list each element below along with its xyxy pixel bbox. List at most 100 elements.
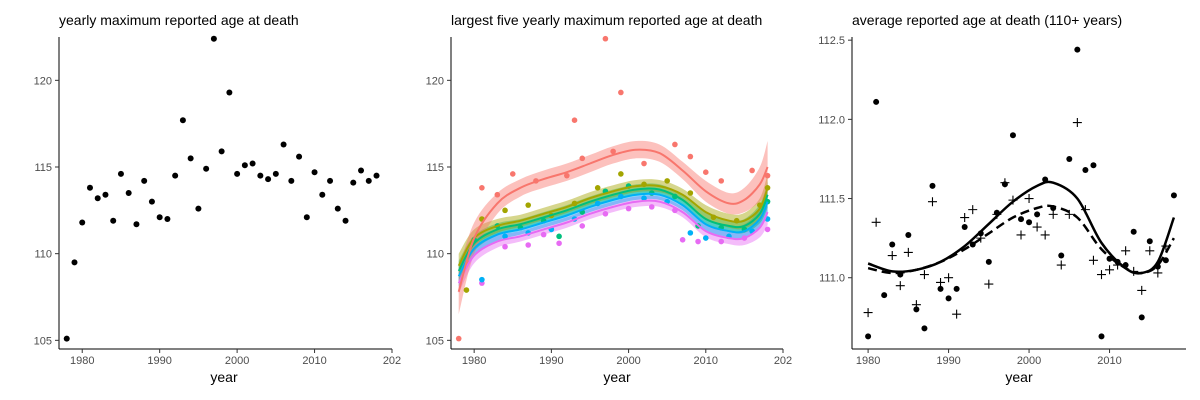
smooth-line: [457, 199, 769, 284]
data-point: [618, 171, 624, 177]
plus-point: [895, 281, 905, 291]
data-point: [1009, 132, 1016, 139]
plus-point: [1056, 260, 1066, 270]
plus-point: [911, 300, 921, 310]
data-point: [94, 195, 101, 202]
x-tick-label: 202: [774, 355, 792, 367]
y-tick-label: 110: [426, 249, 444, 261]
plus-point: [1137, 285, 1147, 295]
data-point: [905, 231, 912, 238]
x-tick-label: 1980: [462, 355, 486, 367]
data-point: [929, 182, 936, 189]
data-point: [961, 224, 968, 231]
x-tick-label: 2010: [302, 355, 326, 367]
data-point: [610, 148, 616, 155]
panel-average-110plus: average reported age at death (110+ year…: [818, 12, 1186, 385]
data-point: [679, 237, 686, 243]
x-tick-label: 2010: [694, 355, 718, 367]
data-point: [342, 217, 349, 224]
data-point: [187, 155, 194, 162]
confidence-band: [458, 195, 768, 294]
data-point: [241, 162, 248, 169]
data-point: [257, 172, 264, 179]
data-point: [687, 153, 694, 160]
y-tick-label: 115: [34, 162, 52, 174]
data-point: [564, 172, 570, 179]
x-tick-label: 1980: [856, 355, 880, 367]
data-point: [280, 141, 287, 148]
panel-yearly-maximum: yearly maximum reported age at death yea…: [34, 12, 402, 385]
data-point: [625, 205, 632, 212]
data-point: [602, 211, 609, 217]
plus-point: [1072, 118, 1082, 128]
data-point: [1082, 167, 1089, 174]
data-point: [195, 205, 202, 212]
data-point: [618, 89, 624, 96]
data-point: [571, 117, 578, 123]
data-point: [234, 170, 241, 177]
data-point: [265, 176, 272, 183]
data-point: [1066, 155, 1073, 162]
confidence-band: [458, 188, 768, 287]
data-point: [672, 141, 678, 148]
data-point: [937, 285, 944, 292]
data-point: [579, 155, 586, 162]
data-point: [945, 295, 952, 302]
plus-point: [984, 279, 994, 289]
panel-title: largest five yearly maximum reported age…: [451, 12, 762, 28]
plus-point: [863, 308, 873, 318]
data-point: [556, 240, 562, 247]
data-point: [1058, 252, 1065, 259]
data-point: [311, 169, 318, 176]
x-tick-label: 1990: [147, 355, 171, 367]
y-tick-label: 120: [34, 75, 52, 87]
y-tick-label: 105: [34, 335, 52, 347]
data-point: [79, 219, 86, 226]
data-point: [749, 167, 755, 174]
data-point: [502, 207, 508, 214]
x-tick-label: 2000: [616, 355, 640, 367]
plus-point: [871, 217, 881, 227]
data-point: [1034, 211, 1041, 218]
data-point: [502, 243, 508, 250]
plus-point: [952, 309, 962, 319]
y-tick-label: 112.0: [818, 114, 845, 126]
data-point: [63, 335, 70, 342]
plus-point: [1096, 270, 1106, 280]
data-point: [594, 185, 601, 191]
data-point: [921, 325, 928, 332]
y-tick-label: 115: [426, 162, 444, 174]
plus-point: [1153, 268, 1163, 278]
solid-smooth-line: [867, 180, 1176, 275]
panel-title: yearly maximum reported age at death: [59, 12, 299, 28]
data-point: [102, 191, 109, 198]
plus-point: [960, 213, 970, 223]
x-axis-label: year: [603, 369, 631, 385]
x-axis-label: year: [1005, 369, 1033, 385]
data-point: [148, 198, 155, 205]
data-point: [1146, 238, 1153, 245]
data-point: [319, 191, 326, 198]
data-point: [764, 226, 771, 233]
data-point: [702, 235, 709, 241]
x-tick-label: 2010: [1097, 355, 1121, 367]
data-point: [985, 258, 992, 265]
data-point: [1026, 219, 1033, 226]
data-point: [156, 214, 163, 221]
data-point: [1162, 257, 1169, 264]
data-point: [502, 233, 508, 240]
plus-point: [1000, 178, 1010, 188]
confidence-band: [458, 140, 768, 315]
x-tick-label: 1990: [936, 355, 960, 367]
smooth-line: [457, 184, 769, 267]
y-tick-label: 110: [34, 249, 52, 261]
plus-point: [976, 233, 986, 243]
data-point: [764, 172, 771, 179]
data-point: [210, 35, 217, 42]
data-point: [648, 204, 655, 210]
y-tick-label: 112.5: [818, 35, 845, 47]
data-point: [164, 216, 171, 222]
data-point: [641, 195, 647, 201]
plus-point: [1105, 265, 1115, 275]
